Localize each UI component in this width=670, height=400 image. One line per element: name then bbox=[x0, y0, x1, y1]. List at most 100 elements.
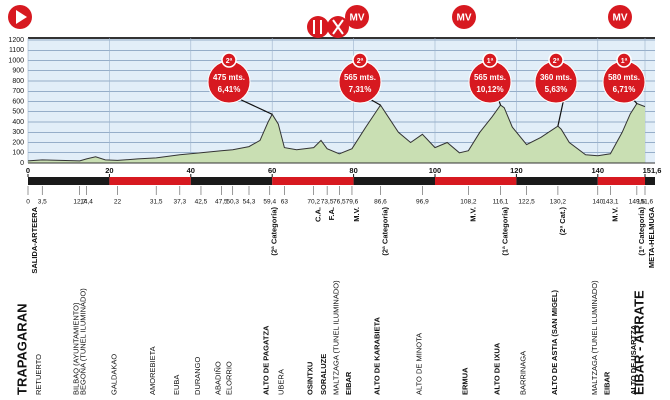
sprint-label: MV bbox=[613, 13, 628, 24]
waypoint-name: ALTO DE IXUA bbox=[493, 342, 502, 395]
waypoint-name: UBERA bbox=[276, 369, 285, 395]
y-tick-label: 0 bbox=[20, 160, 24, 167]
food-icon-line bbox=[332, 19, 344, 35]
waypoint-km: 79,6 bbox=[346, 199, 359, 206]
waypoint-km: 116,1 bbox=[493, 199, 509, 206]
waypoint-km: 14,4 bbox=[80, 199, 93, 206]
climb-category-badge bbox=[221, 52, 237, 68]
waypoint-km: 59,4 bbox=[263, 199, 276, 206]
waypoint-name: ERMUA bbox=[460, 367, 469, 395]
sprint-icon bbox=[452, 5, 476, 29]
waypoint-km: 86,6 bbox=[374, 199, 387, 206]
waypoint-name: SORALUZE bbox=[319, 354, 328, 395]
waypoint-km: 122,5 bbox=[518, 199, 535, 206]
climb-grade: 7,31% bbox=[349, 85, 372, 94]
elevation-area-fill bbox=[28, 103, 645, 163]
waypoint-km: 37,3 bbox=[173, 199, 186, 206]
waypoint-note: SALIDA-ARTEERA bbox=[30, 206, 39, 273]
y-tick-label: 400 bbox=[12, 119, 24, 126]
waypoint-name: ALTO DE PAGATZA bbox=[262, 325, 271, 395]
waypoint-km: 108,2 bbox=[460, 199, 477, 206]
climb-altitude: 565 mts. bbox=[474, 73, 506, 82]
food-icon-circle bbox=[307, 16, 329, 38]
waypoint-km: 42,5 bbox=[195, 199, 208, 206]
waypoint-name: RETUERTO bbox=[34, 354, 43, 395]
waypoint-km: 50,3 bbox=[226, 199, 239, 206]
climb-altitude: 360 mts. bbox=[540, 73, 572, 82]
waypoint-name: MALTZAGA (TUNEL ILUMINADO) bbox=[331, 280, 340, 395]
climb-grade: 10,12% bbox=[476, 85, 503, 94]
km-bar-segment bbox=[272, 177, 354, 185]
waypoint-name: EIBAR - ARRATE bbox=[631, 290, 646, 395]
km-tick-label: 120 bbox=[510, 166, 523, 175]
waypoint-name: TRAPAGARAN bbox=[14, 304, 29, 395]
km-bar-segment bbox=[353, 177, 435, 185]
waypoint-name: EIBAR bbox=[344, 371, 353, 395]
km-tick-label: 20 bbox=[105, 166, 113, 175]
climb-pointer bbox=[557, 97, 565, 127]
waypoint-km: 12,7 bbox=[73, 199, 86, 206]
waypoint-name: ALTO DE KARABIETA bbox=[372, 317, 381, 395]
waypoint-note: C.A. bbox=[314, 207, 323, 222]
waypoint-name: ELORRIO bbox=[225, 361, 234, 395]
waypoint-note: (1ª Categoría) bbox=[501, 207, 510, 256]
km-bar-segment bbox=[516, 177, 598, 185]
y-tick-label: 200 bbox=[12, 139, 24, 146]
waypoint-km: 143,1 bbox=[602, 199, 619, 206]
km-tick-label: 60 bbox=[268, 166, 276, 175]
waypoint-note: (2ª Cat.) bbox=[558, 207, 567, 236]
y-tick-label: 1200 bbox=[8, 37, 24, 44]
climb-category: 2ª bbox=[226, 58, 233, 65]
y-tick-label: 300 bbox=[12, 129, 24, 136]
y-tick-label: 1100 bbox=[9, 47, 24, 54]
y-tick-label: 700 bbox=[12, 88, 24, 95]
climb-category-badge bbox=[548, 52, 564, 68]
waypoint-km: 149,6 bbox=[629, 199, 646, 206]
climb-category-badge bbox=[482, 52, 498, 68]
waypoint-note: META-HELMUGA bbox=[647, 206, 656, 268]
waypoint-name: DURANGO bbox=[193, 356, 202, 395]
sprint-label: MV bbox=[457, 13, 472, 24]
climb-category: 1ª bbox=[621, 58, 628, 65]
waypoint-km: 130,2 bbox=[550, 199, 567, 206]
waypoint-km: 140 bbox=[592, 199, 603, 206]
waypoint-name: ALTO DE MINOTA bbox=[414, 333, 423, 395]
waypoint-name: BILBAO (AYUNTAMIENTO) bbox=[72, 302, 81, 395]
elevation-area bbox=[27, 102, 646, 162]
sprint-icon bbox=[608, 5, 632, 29]
km-tick-label: 0 bbox=[26, 166, 30, 175]
waypoint-note: M.V. bbox=[610, 207, 619, 222]
waypoint-km: 47,5 bbox=[215, 199, 228, 206]
km-tick-label: 80 bbox=[349, 166, 357, 175]
waypoint-km: 0 bbox=[26, 199, 30, 206]
climb-pointer bbox=[236, 97, 273, 115]
waypoint-note: (1ª Categoría) bbox=[637, 207, 646, 256]
waypoint-name: AMOREBIETA bbox=[148, 346, 157, 395]
sprint-icon bbox=[345, 5, 369, 29]
waypoint-km: 54,3 bbox=[243, 199, 256, 206]
waypoint-note: (2ª Categoría) bbox=[380, 207, 389, 256]
climb-category: 2ª bbox=[553, 58, 560, 65]
y-tick-label: 800 bbox=[12, 78, 24, 85]
y-tick-label: 600 bbox=[12, 98, 24, 105]
y-tick-label: 1000 bbox=[8, 57, 24, 64]
waypoint-km: 76,5 bbox=[333, 199, 346, 206]
waypoint-note: M.V. bbox=[352, 207, 361, 222]
climb-category-badge bbox=[616, 52, 632, 68]
km-bar-segment bbox=[434, 177, 517, 185]
km-bar-segment bbox=[190, 177, 273, 185]
km-bar-segment bbox=[597, 177, 645, 185]
y-tick-label: 900 bbox=[12, 68, 24, 75]
waypoint-name: OSINTXU bbox=[306, 362, 315, 395]
climb-category: 2ª bbox=[357, 58, 364, 65]
climb-altitude: 580 mts. bbox=[608, 73, 640, 82]
waypoint-km: 22 bbox=[114, 199, 122, 206]
climb-grade: 5,63% bbox=[545, 85, 568, 94]
waypoint-km: 96,9 bbox=[416, 199, 429, 206]
waypoint-name: BEGOÑA (TUNEL ILUMINADO) bbox=[79, 288, 88, 395]
waypoint-km: 31,5 bbox=[150, 199, 163, 206]
climb-altitude: 475 mts. bbox=[213, 73, 245, 82]
km-bar-segment bbox=[28, 177, 110, 185]
waypoint-name: MALTZAGA (TUNEL ILUMINADO) bbox=[590, 280, 599, 395]
